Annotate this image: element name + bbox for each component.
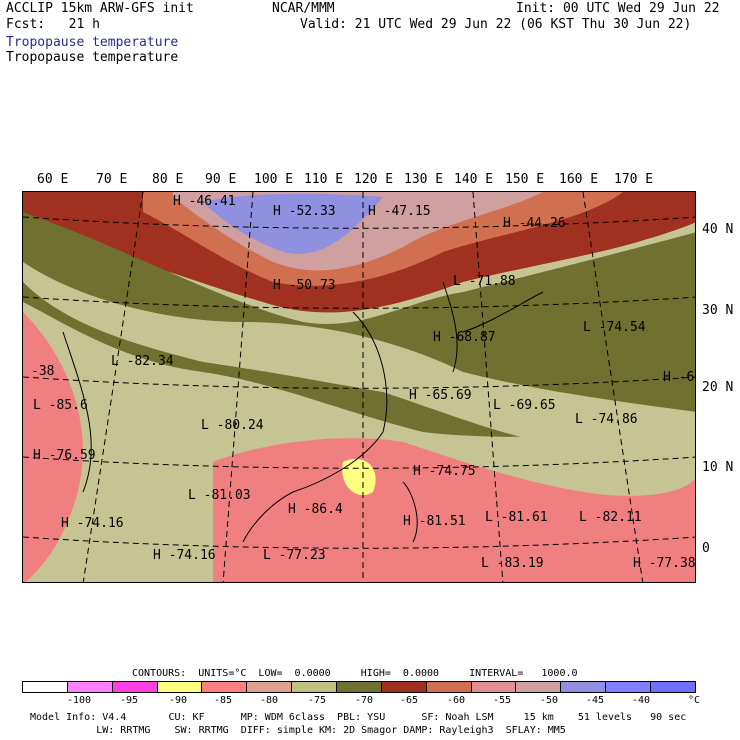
extremum-label: L -82.11 [579,510,642,525]
field-title-shaded: Tropopause temperature [6,35,179,50]
colorbar-tick: -70 [355,695,374,706]
contour-info: CONTOURS: UNITS=°C LOW= 0.0000 HIGH= 0.0… [132,668,578,679]
extremum-label: L -82.34 [111,354,174,369]
colorbar-tick: -60 [447,695,466,706]
colorbar-swatch [516,682,562,692]
colorbar-swatch [112,682,158,692]
lon-label: 60 E [37,172,69,187]
lon-label: 120 E [354,172,394,187]
model-info-line1: Model Info: V4.4 CU: KF MP: WDM 6class P… [30,712,687,723]
colorbar-swatch [23,682,68,692]
colorbar-tick: -55 [493,695,512,706]
band-minus-50 [203,193,383,254]
colorbar-swatch [561,682,607,692]
colorbar-swatch [651,682,695,692]
colorbar-swatch [67,682,113,692]
colorbar-tick: -85 [214,695,233,706]
extremum-label: H -50.73 [273,278,336,293]
lat-label: 10 N [702,460,734,475]
lon-label: 80 E [152,172,184,187]
extremum-label: H -86.4 [288,502,343,517]
extremum-label: H -77.38 [633,556,696,571]
graticule [23,192,695,582]
extremum-label: L -71.88 [453,274,516,289]
colorbar-tick: -50 [540,695,559,706]
forecast-hour: Fcst: 21 h [6,17,100,32]
colorbar-tick: -80 [260,695,279,706]
colorbar-tick: -100 [67,695,92,706]
lon-label: 140 E [454,172,494,187]
colorbar-swatch [202,682,248,692]
extremum-label: H -74.16 [153,548,216,563]
extremum-label: L -81.61 [485,510,548,525]
colorbar-swatch [381,682,427,692]
colorbar-swatch [606,682,652,692]
lat-label: 40 N [702,222,734,237]
colorbar-swatch [426,682,472,692]
colorbar-tick: -65 [400,695,419,706]
lon-label: 160 E [559,172,599,187]
extremum-label: L -80.24 [201,418,264,433]
colorbar [22,681,696,693]
valid-time: Valid: 21 UTC Wed 29 Jun 22 (06 KST Thu … [300,17,692,32]
extremum-label: L -74.54 [583,320,646,335]
map-panel: H -46.41 H -52.33 H -47.15 H -44.26 H -5… [22,191,696,583]
lat-label: 20 N [702,380,734,395]
extremum-label: L -83.19 [481,556,544,571]
colorbar-swatch [292,682,338,692]
lon-label: 130 E [404,172,444,187]
extremum-label: -38 [31,364,55,379]
lon-label: 70 E [96,172,128,187]
lat-label: 0 [702,541,710,556]
lon-label: 90 E [205,172,237,187]
extremum-label: H -52.33 [273,204,336,219]
colorbar-unit: °C [688,695,701,706]
colorbar-swatch [337,682,382,692]
band-minus-75-north [23,262,695,442]
extremum-label: H -69 [663,370,695,385]
lon-label: 100 E [254,172,294,187]
colorbar-tick: -95 [120,695,139,706]
colorbar-tick: -45 [586,695,605,706]
colorbar-tick: -90 [169,695,188,706]
extremum-label: H -74.75 [413,464,476,479]
extremum-label: H -65.69 [409,388,472,403]
extremum-label: H -76.59 [33,448,96,463]
band-minus-70 [23,212,695,442]
extremum-label: L -77.23 [263,548,326,563]
colorbar-tick: -40 [632,695,651,706]
extremum-label: H -74.16 [61,516,124,531]
field-title-contour: Tropopause temperature [6,50,179,65]
extremum-label: H -81.51 [403,514,466,529]
tropopause-temperature-map [23,192,695,582]
colorbar-swatch [157,682,203,692]
extremum-label: L -85.6 [33,398,88,413]
lat-label: 30 N [702,303,734,318]
colorbar-swatch [247,682,293,692]
extremum-label: H -68.87 [433,330,496,345]
init-time: Init: 00 UTC Wed 29 Jun 22 [516,1,720,16]
extremum-label: H -47.15 [368,204,431,219]
lon-label: 170 E [614,172,654,187]
lon-label: 110 E [304,172,344,187]
extremum-label: L -74.86 [575,412,638,427]
model-title: ACCLIP 15km ARW-GFS init [6,1,194,16]
extremum-label: L -81.03 [188,488,251,503]
coastlines [62,281,544,543]
lon-label: 150 E [505,172,545,187]
extremum-label: H -44.26 [503,216,566,231]
extremum-label: H -46.41 [173,194,236,209]
institution: NCAR/MMM [272,1,335,16]
model-info-line2: LW: RRTMG SW: RRTMG DIFF: simple KM: 2D … [30,725,566,736]
colorbar-tick: -75 [308,695,327,706]
colorbar-swatch [471,682,517,692]
extremum-label: L -69.65 [493,398,556,413]
